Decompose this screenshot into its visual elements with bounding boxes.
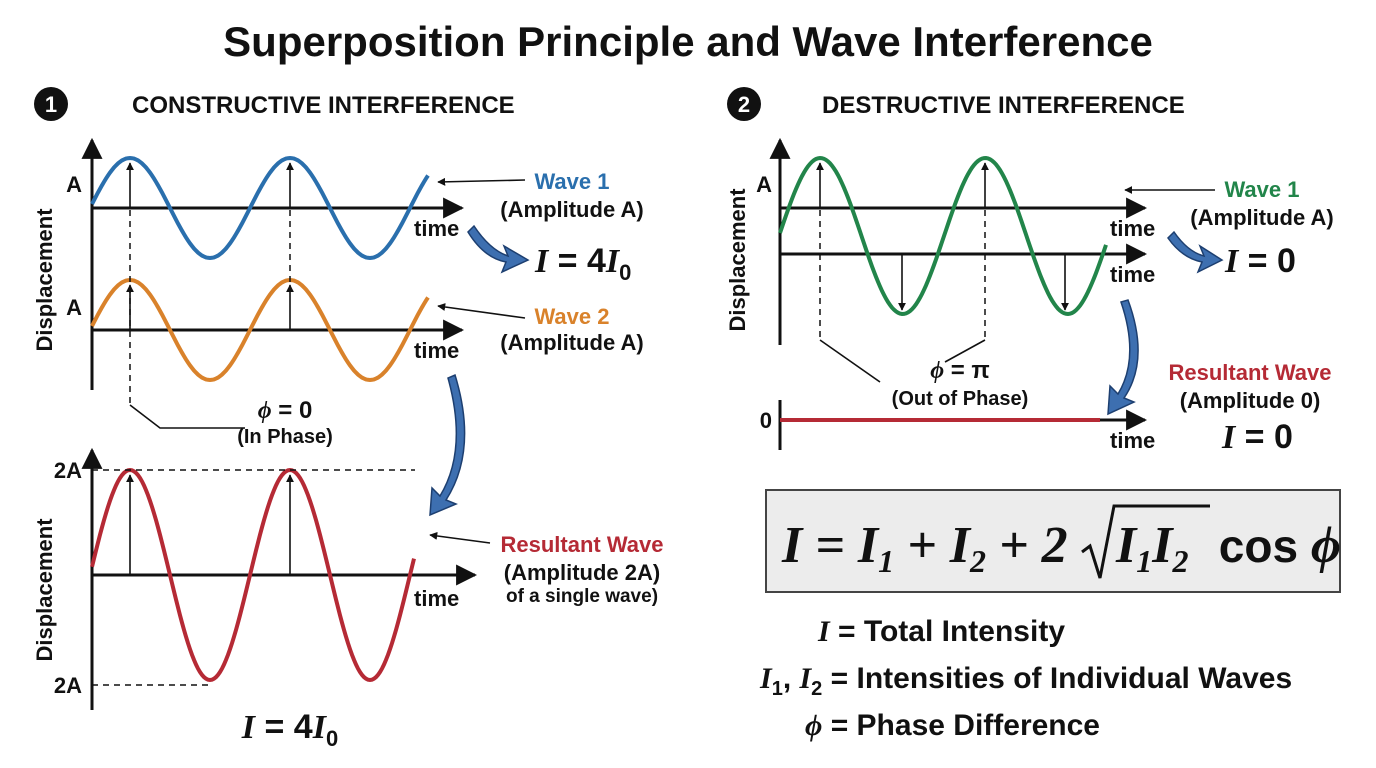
text-part: = 4 (255, 708, 313, 746)
text-part: I (1151, 517, 1174, 574)
intensity: I = 0 (1224, 242, 1296, 280)
section-badge (727, 87, 761, 121)
legend-line: I1, I2 = Intensities of Individual Waves (759, 662, 1292, 700)
guides (92, 162, 1215, 686)
resultant-amplitude: (Amplitude 0) (1180, 388, 1321, 413)
legend-line: I = Total Intensity (817, 615, 1065, 648)
text-part: I (781, 517, 804, 574)
resultant-name: Resultant Wave (1168, 360, 1331, 385)
text-part: + (894, 517, 950, 574)
axis-label: time (1110, 216, 1155, 241)
axis-label: time (1110, 428, 1155, 453)
y-axis-label: Displacement (32, 208, 57, 352)
wave-amplitude: (Amplitude A) (500, 330, 643, 355)
legend-line: ϕ = Phase Difference (805, 709, 1100, 742)
phase-note: (In Phase) (237, 426, 333, 448)
section-badge (34, 87, 68, 121)
formula-box (765, 489, 1341, 593)
wave-name: Wave 2 (534, 304, 609, 329)
text-part: 1 (1136, 543, 1152, 579)
tick-label: 2A (54, 673, 82, 698)
text-part: 2 (969, 543, 986, 579)
text-part: I (857, 517, 880, 574)
text-part: 1 (772, 678, 783, 700)
phase-note: (Out of Phase) (892, 388, 1029, 410)
wave-curve (778, 155, 1108, 317)
y-axis-label: Displacement (725, 188, 750, 332)
text-part: I (949, 517, 972, 574)
formula-tail: cos ϕ (1206, 517, 1341, 574)
text-part: = (802, 517, 858, 574)
text-part: = Phase Difference (822, 709, 1100, 742)
wave-amplitude: (Amplitude A) (500, 197, 643, 222)
tick-label: A (66, 295, 82, 320)
section-heading: CONSTRUCTIVE INTERFERENCE (132, 92, 515, 119)
text-part: cos (1206, 520, 1311, 572)
wave-amplitude: (Amplitude A) (1190, 205, 1333, 230)
text-part: I (817, 615, 831, 648)
axis-label: time (414, 338, 459, 363)
text-part: = Total Intensity (830, 615, 1066, 648)
tick-label: A (66, 172, 82, 197)
sqrt-sign (1081, 504, 1210, 579)
text-part: 2 (811, 678, 822, 700)
section-number: 2 (738, 92, 750, 117)
text-part: I (798, 662, 812, 695)
text-part: 0 (326, 726, 338, 751)
wave-1-curve (90, 155, 430, 261)
text-part: , (783, 662, 800, 695)
phase: ϕ = 0 (258, 397, 313, 424)
text-part: I (312, 709, 328, 746)
text-part: ϕ (930, 358, 944, 384)
axis-label: time (1110, 262, 1155, 287)
intensity: I = 4I0 (534, 242, 631, 285)
formula-radicand: I1I2 (1115, 517, 1189, 579)
tick-label: A (756, 172, 772, 197)
text-part: I (534, 243, 550, 280)
text-part: = 0 (1235, 418, 1293, 456)
text-part: I (1224, 243, 1240, 280)
wave-2-curve (90, 277, 430, 383)
intensity: I = 0 (1221, 418, 1293, 456)
axis-label: time (414, 586, 459, 611)
text-part: = Intensities of Individual Waves (822, 662, 1292, 695)
resultant-amplitude: (Amplitude 2A) (504, 560, 660, 585)
wave-name: Wave 1 (1224, 177, 1299, 202)
text-part: = 4 (548, 242, 606, 280)
text-part: I (1221, 419, 1237, 456)
text-part: 0 (619, 260, 631, 285)
text-part: ϕ (258, 398, 272, 424)
tick-label: 0 (760, 408, 772, 433)
text-part: ϕ (805, 709, 822, 742)
phase: ϕ = π (930, 357, 990, 384)
y-axis-label: Displacement (32, 518, 57, 662)
resultant-name: Resultant Wave (500, 532, 663, 557)
text-part: + 2 (986, 517, 1068, 574)
tick-label: 2A (54, 458, 82, 483)
text-part: I (605, 243, 621, 280)
text-part: 2 (1172, 543, 1189, 579)
section-heading: DESTRUCTIVE INTERFERENCE (822, 92, 1185, 119)
text-part: = 0 (272, 397, 313, 424)
title: Superposition Principle and Wave Interfe… (223, 18, 1153, 65)
text-part: = 0 (1238, 242, 1296, 280)
resultant-note: of a single wave) (506, 586, 658, 607)
text-part: I (1115, 517, 1138, 574)
intensity: I = 4I0 (241, 708, 338, 751)
text-part: = π (944, 357, 990, 384)
flow-arrows (429, 224, 1224, 517)
text-part: ϕ (1311, 517, 1341, 574)
resultant-curve (90, 467, 416, 683)
section-number: 1 (45, 92, 57, 117)
formula: I = I1 + I2 + 2 (781, 517, 1068, 579)
wave-name: Wave 1 (534, 169, 609, 194)
text-part: I (759, 662, 773, 695)
text-part: I (241, 709, 257, 746)
text-part: 1 (878, 543, 894, 579)
axis-label: time (414, 216, 459, 241)
